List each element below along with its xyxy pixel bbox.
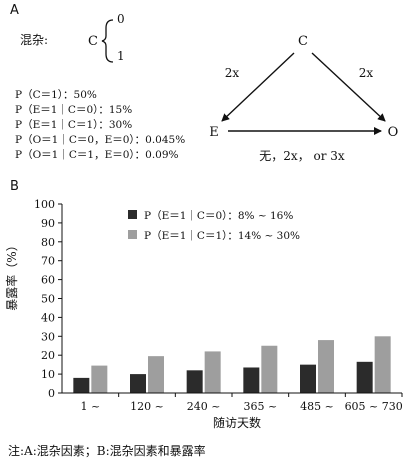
panel-b-label: B	[10, 179, 19, 194]
bar-series-1-category-3	[186, 370, 203, 393]
y-axis-label: 暴露率（%）	[4, 239, 19, 310]
y-tick-label-100: 100	[34, 198, 55, 211]
x-tick-label-3: 240 ~	[187, 400, 221, 413]
bar-series-1-category-4	[243, 367, 260, 393]
y-tick-label-50: 50	[41, 293, 55, 306]
bar-series-2-category-4	[261, 345, 278, 393]
legend-swatch-2	[128, 230, 137, 239]
prob-line-4: P（O＝1｜C＝0，E＝0）：0.045%	[15, 133, 185, 146]
legend-swatch-1	[128, 210, 137, 219]
panel-a-label: A	[10, 3, 19, 18]
bar-series-2-category-5	[318, 340, 334, 393]
prob-line-1: P（C＝1）：50%	[15, 89, 97, 101]
edge-e-o-label: 无，2x， or 3x	[259, 149, 345, 163]
bar-series-2-category-2	[148, 356, 164, 393]
prob-line-3: P（E＝1｜C＝1）：30%	[15, 118, 132, 131]
y-tick-label-10: 10	[41, 368, 55, 381]
causal-diagram: C E O 2x 2x 无，2x， or 3x	[209, 34, 398, 163]
x-axis-label: 随访天数	[213, 415, 261, 430]
x-tick-label-6: 605 ~ 730	[345, 400, 403, 413]
bar-series-2-category-1	[91, 365, 108, 393]
bar-series-1-category-6	[356, 361, 373, 393]
bar-series-1-category-5	[300, 364, 316, 393]
y-tick-label-20: 20	[41, 349, 55, 362]
edge-c-o-label: 2x	[359, 66, 374, 80]
y-tick-label-90: 90	[41, 217, 55, 230]
y-tick-label-40: 40	[41, 311, 55, 324]
edge-c-to-o	[311, 52, 386, 122]
y-tick-label-70: 70	[41, 255, 55, 268]
bars	[73, 336, 391, 393]
bar-series-1-category-1	[73, 377, 90, 393]
confounder-brace	[101, 19, 114, 63]
legend-label-1: P（E＝1｜C＝0）：8% ~ 16%	[144, 209, 293, 222]
y-tick-label-60: 60	[41, 274, 55, 287]
bar-series-2-category-3	[204, 351, 221, 393]
confounder-value-0: 0	[117, 12, 125, 26]
y-tick-label-30: 30	[41, 330, 55, 343]
x-tick-label-2: 120 ~	[130, 400, 164, 413]
y-tick-label-80: 80	[41, 236, 55, 249]
panel-b: B 0 10 20 30 40 50 60 70 80 90 100 1 ~ 120 ~ 240 ~ 36…	[4, 179, 403, 430]
x-tick-label-1: 1 ~	[80, 400, 100, 413]
x-axis-ticks: 1 ~ 120 ~ 240 ~ 365 ~ 485 ~ 605 ~ 730	[80, 393, 403, 413]
bar-series-2-category-6	[374, 336, 391, 393]
confounder-label: 混杂:	[20, 33, 48, 47]
bar-chart: 0 10 20 30 40 50 60 70 80 90 100 1 ~ 120 ~ 240 ~ 365 …	[4, 198, 403, 430]
edge-c-to-e	[221, 52, 295, 122]
node-o: O	[388, 125, 399, 140]
edge-c-e-label: 2x	[225, 66, 240, 80]
panel-a: A 混杂: C 0 1 P（C＝1）：50% P（E＝1｜C＝0）：15% P（…	[10, 3, 398, 163]
node-e: E	[209, 125, 219, 140]
confounder-value-1: 1	[117, 49, 125, 63]
node-c: C	[298, 34, 308, 49]
legend: P（E＝1｜C＝0）：8% ~ 16% P（E＝1｜C＝1）：14% ~ 30%	[128, 209, 300, 242]
confounder-variable: C	[88, 34, 98, 49]
prob-line-2: P（E＝1｜C＝0）：15%	[15, 103, 132, 116]
x-tick-label-4: 365 ~	[243, 400, 277, 413]
y-axis-ticks: 0 10 20 30 40 50 60 70 80 90 100	[34, 198, 62, 400]
figure-note: 注:A:混杂因素；B:混杂因素和暴露率	[8, 443, 206, 458]
bar-series-1-category-2	[130, 374, 146, 393]
y-tick-label-0: 0	[48, 387, 55, 400]
legend-label-2: P（E＝1｜C＝1）：14% ~ 30%	[144, 229, 300, 242]
prob-line-5: P（O＝1｜C＝1，E＝0）：0.09%	[15, 148, 179, 161]
x-tick-label-5: 485 ~	[300, 400, 334, 413]
